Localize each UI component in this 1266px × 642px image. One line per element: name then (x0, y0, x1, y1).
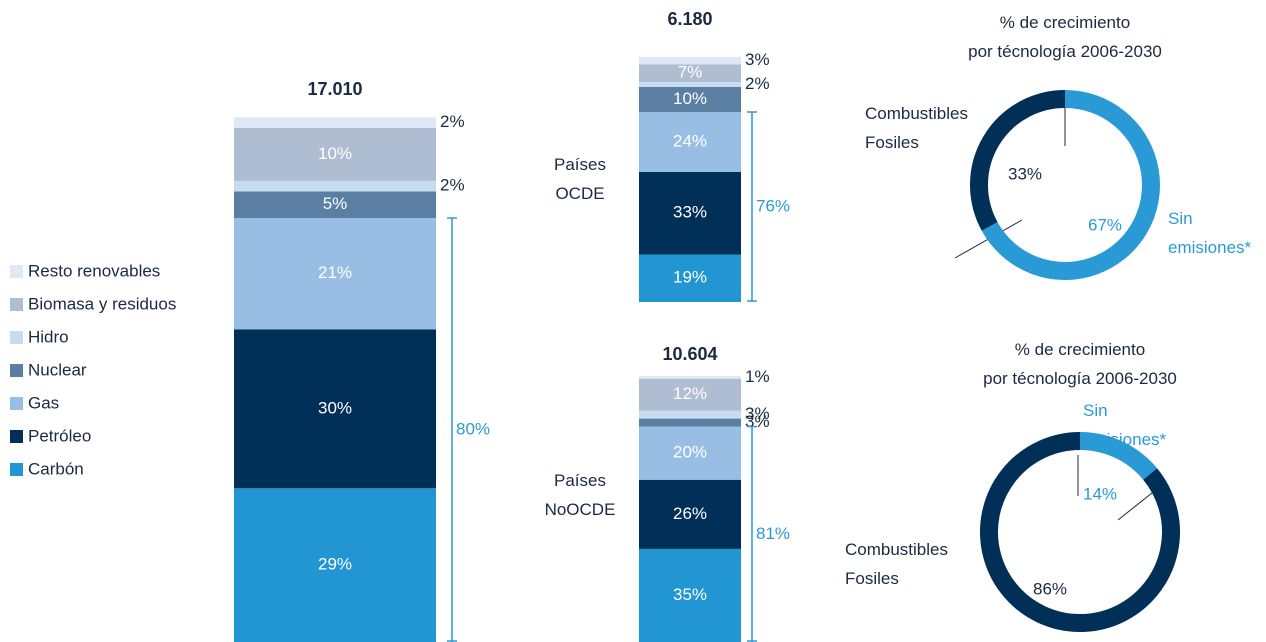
donut-slice (970, 90, 1066, 231)
bar-segment (234, 117, 436, 128)
bar-segment (639, 172, 741, 255)
bar-segment (639, 378, 741, 411)
bar-total: 10.604 (662, 344, 717, 364)
donut-title: % de crecimiento por técnología 2006-203… (968, 13, 1162, 61)
value-label: 33% (1008, 164, 1042, 183)
bar-segment (639, 418, 741, 427)
bar-segment (639, 64, 741, 82)
bar-segment (234, 329, 436, 489)
value-label: 67% (1088, 215, 1122, 234)
bar-segment (639, 376, 741, 379)
bar-total: 6.180 (667, 9, 712, 29)
value-label: 10% (318, 144, 352, 163)
group-label: Países NoOCDE (544, 471, 616, 519)
legend-swatch (10, 265, 23, 278)
donut-title: % de crecimiento por técnología 2006-203… (983, 340, 1177, 388)
bar-segment (639, 426, 741, 480)
bar-total: 17.010 (307, 79, 362, 99)
category-label: Combustibles Fosiles (865, 104, 968, 152)
legend-swatch (10, 364, 23, 377)
legend-swatch (10, 430, 23, 443)
bar-segment (234, 218, 436, 330)
value-label: 29% (318, 555, 352, 574)
donut-slice (1079, 432, 1158, 480)
legend-swatch (10, 331, 23, 344)
value-label: 30% (318, 398, 352, 417)
value-label: 2% (440, 112, 465, 131)
legend-swatch (10, 298, 23, 311)
value-label: 14% (1083, 484, 1117, 503)
legend-label: Gas (28, 393, 59, 412)
value-label: 21% (318, 263, 352, 282)
value-label: 3% (745, 404, 770, 423)
legend-label: Biomasa y residuos (28, 294, 176, 313)
group-label: Países OCDE (554, 155, 606, 203)
bar-segment (639, 82, 741, 87)
bar-segment (639, 254, 741, 302)
value-label: 19% (673, 268, 707, 287)
value-label: 1% (745, 367, 770, 386)
legend-label: Resto renovables (28, 261, 160, 280)
category-label: Sin emisiones* (1083, 401, 1167, 449)
donut-slice (980, 432, 1180, 632)
legend-label: Nuclear (28, 360, 87, 379)
value-label: 7% (678, 63, 703, 82)
value-label: 20% (673, 443, 707, 462)
bar-segment (234, 488, 436, 642)
bracket-label: 80% (456, 419, 490, 438)
value-label: 2% (745, 74, 770, 93)
bar-segment (639, 548, 741, 642)
legend-label: Carbón (28, 459, 84, 478)
value-label: 3% (745, 50, 770, 69)
legend-swatch (10, 463, 23, 476)
value-label: 12% (673, 384, 707, 403)
bar-segment (639, 57, 741, 65)
donut-slice (981, 90, 1160, 280)
value-label: 86% (1033, 579, 1067, 598)
category-label: Sin emisiones* (1168, 209, 1252, 257)
legend-label: Petróleo (28, 426, 91, 445)
bracket-label: 81% (756, 524, 790, 543)
category-label: Combustibles Fosiles (845, 540, 948, 588)
value-label: 33% (673, 203, 707, 222)
value-label: 10% (673, 89, 707, 108)
value-label: 26% (673, 504, 707, 523)
bar-segment (234, 127, 436, 181)
bar-segment (234, 191, 436, 218)
legend-label: Hidro (28, 327, 69, 346)
value-label: 24% (673, 131, 707, 150)
bar-segment (234, 180, 436, 192)
bar-segment (639, 87, 741, 112)
bar-segment (639, 410, 741, 419)
bracket-label: 76% (756, 196, 790, 215)
bar-segment (639, 112, 741, 172)
bar-segment (639, 479, 741, 549)
legend-swatch (10, 397, 23, 410)
value-label: 35% (673, 585, 707, 604)
value-label: 5% (323, 194, 348, 213)
value-label: 2% (440, 176, 465, 195)
